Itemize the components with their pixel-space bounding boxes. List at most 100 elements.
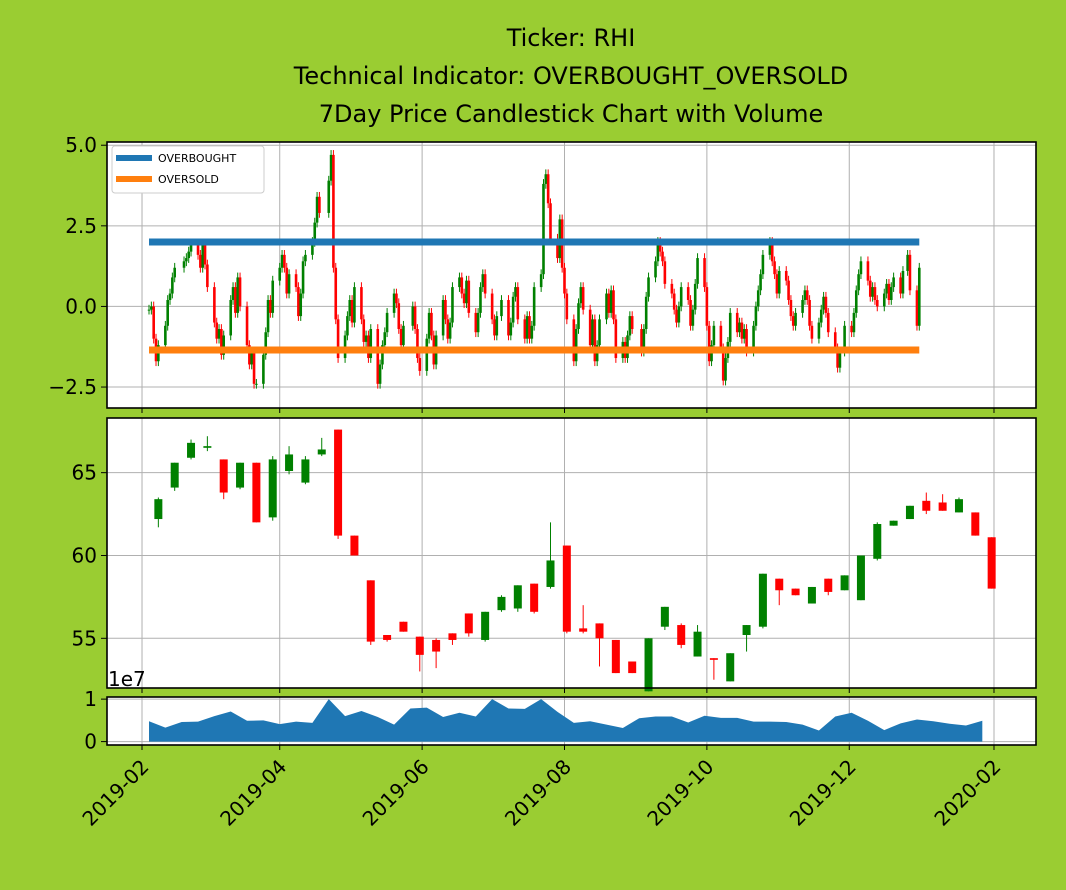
candle-body: [182, 261, 186, 268]
candle-body: [822, 296, 825, 310]
candle-body: [285, 267, 289, 294]
candle-body: [493, 319, 496, 336]
candle-body: [850, 325, 853, 333]
candle-body: [709, 658, 718, 660]
candle-body: [301, 459, 310, 483]
candle-body: [819, 309, 823, 323]
candle-body: [262, 354, 265, 384]
candle-body: [446, 319, 450, 339]
candle-body: [269, 299, 272, 313]
candle-body: [677, 625, 686, 645]
candle-body: [588, 309, 592, 346]
candle-body: [803, 290, 807, 300]
candle-body: [304, 254, 307, 262]
candle-body: [418, 358, 422, 371]
candle-body: [549, 203, 552, 239]
candle-body: [395, 293, 398, 304]
candle-body: [530, 325, 534, 339]
candle-body: [464, 613, 473, 634]
candle-body: [654, 261, 657, 278]
candle-body: [805, 290, 809, 300]
candle-body: [628, 316, 632, 336]
chart-panels: −2.5 0.0 2.5 5.0 OVERBOUGHT OVERSOLD 55 60 65 0 11…: [48, 133, 1037, 831]
candle-body: [892, 277, 895, 288]
candle-body: [852, 312, 856, 333]
candle-body: [840, 575, 849, 591]
candle-body: [383, 634, 392, 640]
candle-body: [168, 293, 172, 300]
candle-body: [530, 583, 539, 612]
candle-body: [917, 267, 921, 326]
candle-body: [381, 345, 384, 365]
candle-body: [497, 596, 506, 611]
candle-body: [791, 316, 795, 326]
candle-body: [245, 306, 249, 346]
candle-body: [889, 520, 898, 526]
candle-body: [266, 299, 270, 333]
candle-body: [630, 316, 634, 330]
candle-body: [742, 329, 746, 339]
candle-body: [875, 299, 879, 307]
candle-body: [150, 306, 153, 310]
candle-body: [598, 319, 601, 346]
candle-body: [885, 283, 888, 294]
candle-body: [807, 586, 816, 604]
candle-body: [481, 611, 490, 640]
candle-body: [614, 319, 618, 359]
candle-body: [824, 578, 833, 592]
candle-body: [217, 329, 221, 339]
candle-body: [719, 325, 723, 349]
candle-body: [248, 345, 251, 365]
x-tick-label: 2019-08: [500, 755, 576, 831]
candle-body: [775, 274, 779, 294]
candle-body: [430, 312, 433, 336]
candle-body: [402, 325, 405, 346]
candle-body: [579, 628, 588, 632]
candle-body: [670, 283, 674, 294]
candle-body: [170, 462, 179, 488]
candle-body: [775, 578, 784, 591]
candle-body: [432, 639, 441, 652]
candle-body: [761, 254, 765, 275]
candle-body: [546, 174, 550, 204]
candle-body: [661, 251, 664, 262]
candle-body: [383, 332, 387, 346]
candle-body: [350, 535, 359, 556]
candle-body: [318, 196, 321, 213]
candle-body: [922, 500, 931, 511]
candle-body: [768, 241, 772, 255]
candle-body: [264, 332, 268, 355]
candle-body: [605, 293, 608, 320]
candle-body: [758, 573, 767, 627]
candle-body: [185, 258, 188, 262]
candle-body: [297, 287, 300, 317]
candle-body: [350, 299, 354, 323]
candle-body: [476, 312, 480, 333]
candle-body: [490, 293, 494, 320]
candle-body: [794, 312, 797, 326]
candle-body: [203, 245, 207, 265]
candle-body: [873, 524, 882, 559]
candle-body: [311, 241, 314, 255]
candle-body: [740, 322, 744, 339]
candle-body: [236, 277, 240, 313]
candle-body: [658, 241, 662, 252]
candle-body: [271, 280, 275, 313]
x-tick-label: 2019-06: [358, 755, 434, 831]
candle-body: [612, 290, 615, 320]
y-tick-label: 5.0: [65, 133, 97, 157]
legend: OVERBOUGHT OVERSOLD: [111, 145, 265, 194]
candle-body: [581, 287, 585, 310]
candle-body: [899, 277, 902, 294]
candle-body: [173, 267, 176, 278]
volume-offset-label: 1e7: [108, 667, 146, 691]
candle-body: [607, 293, 611, 313]
plot-area: [107, 418, 1036, 688]
candle-body: [887, 283, 891, 300]
candle-body: [334, 267, 338, 320]
candle-body: [346, 316, 349, 336]
candle-body: [784, 270, 788, 281]
candle-body: [808, 299, 811, 326]
candle-body: [392, 293, 396, 313]
